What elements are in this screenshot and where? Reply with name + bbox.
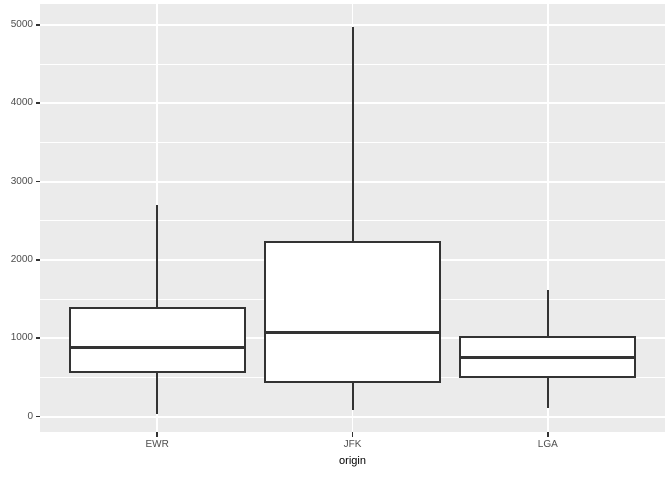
x-axis-tick: [156, 432, 158, 437]
y-axis-label: 0: [27, 410, 33, 422]
boxplot-EWR-median-line: [68, 345, 246, 349]
x-axis-label: JFK: [343, 439, 362, 450]
gridline-major-x: [547, 4, 549, 432]
x-axis-label: LGA: [537, 439, 558, 450]
y-axis-tick: [35, 259, 40, 261]
y-axis-label: 3000: [10, 175, 33, 187]
boxplot-JFK-box: [264, 240, 441, 384]
boxplot-JFK-upper-whisker: [351, 26, 354, 241]
y-axis-tick: [35, 337, 40, 339]
boxplot-EWR-upper-whisker: [156, 205, 159, 307]
y-axis-tick: [35, 102, 40, 104]
boxplot-JFK-median-line: [264, 331, 441, 335]
y-axis-label: 2000: [10, 254, 33, 266]
boxplot-EWR-box: [68, 306, 246, 374]
x-axis-tick: [351, 432, 354, 437]
boxplot-EWR-lower-whisker: [156, 373, 159, 415]
boxplot-LGA-upper-whisker: [546, 289, 549, 337]
x-axis-title: origin: [339, 455, 366, 467]
boxplot-LGA-lower-whisker: [546, 377, 549, 409]
y-axis-label: 1000: [10, 332, 33, 344]
y-axis-tick: [35, 24, 40, 26]
y-axis-label: 4000: [10, 97, 33, 109]
x-axis-label: EWR: [145, 439, 169, 450]
y-axis-tick: [35, 180, 40, 183]
y-axis-label: 5000: [10, 19, 33, 31]
x-axis-tick: [547, 432, 549, 437]
boxplot-JFK-lower-whisker: [351, 383, 354, 410]
y-axis-tick: [35, 415, 40, 418]
boxplot-LGA-median-line: [459, 355, 637, 359]
